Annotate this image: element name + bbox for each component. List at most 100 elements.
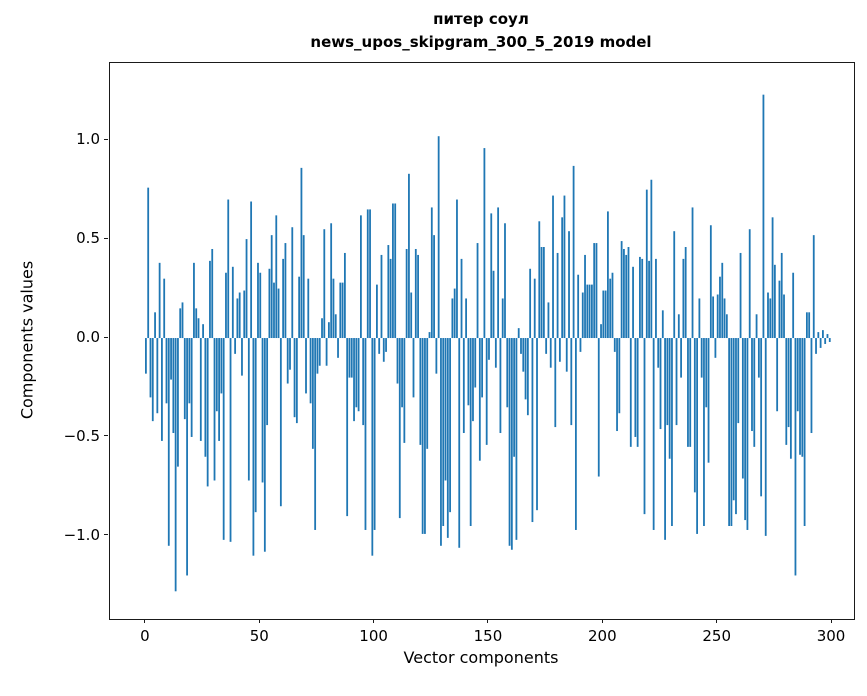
bar xyxy=(442,338,445,526)
bar xyxy=(815,338,817,354)
bar xyxy=(824,338,827,344)
bar xyxy=(517,328,520,339)
bar xyxy=(282,258,285,339)
bar xyxy=(641,258,644,339)
bar xyxy=(609,278,612,339)
bar xyxy=(668,338,671,459)
bar xyxy=(250,201,253,339)
bar xyxy=(773,264,776,339)
bar xyxy=(753,338,756,447)
bar xyxy=(549,338,552,368)
bar xyxy=(401,338,403,408)
bar xyxy=(183,338,186,420)
bar xyxy=(620,241,623,339)
bar xyxy=(705,338,708,408)
bar xyxy=(259,272,262,339)
x-tick-label: 150 xyxy=(473,627,503,645)
bar xyxy=(293,338,296,418)
bar xyxy=(327,322,330,339)
chart-title-block: питер соул news_upos_skipgram_300_5_2019… xyxy=(109,8,853,54)
x-axis-label: Vector components xyxy=(403,648,559,667)
x-tick-label: 300 xyxy=(816,627,846,645)
bar xyxy=(789,338,792,459)
bar xyxy=(808,312,811,339)
bar xyxy=(723,298,726,339)
bar xyxy=(472,338,474,422)
bar xyxy=(437,136,440,339)
bar xyxy=(325,338,328,366)
bar xyxy=(469,338,472,526)
bar xyxy=(822,330,824,339)
bar xyxy=(238,292,241,339)
bar xyxy=(337,338,339,358)
bar xyxy=(682,258,685,339)
x-tick-mark xyxy=(487,619,489,623)
bar xyxy=(700,338,703,378)
y-tick-label: 0.5 xyxy=(76,229,100,248)
bar xyxy=(154,312,156,339)
bar xyxy=(572,165,575,339)
bar xyxy=(353,338,355,422)
bar xyxy=(677,314,680,339)
bar xyxy=(769,298,772,339)
bar xyxy=(613,338,616,352)
bar xyxy=(719,276,721,339)
x-tick-label: 250 xyxy=(702,627,731,645)
bar xyxy=(417,254,419,339)
bar xyxy=(440,338,442,546)
bar xyxy=(339,282,342,339)
bar xyxy=(643,338,646,515)
bar xyxy=(501,298,504,339)
bar xyxy=(796,338,799,412)
bar xyxy=(341,282,344,339)
bar xyxy=(693,338,696,493)
bar xyxy=(364,338,367,530)
bar xyxy=(151,338,154,422)
bar xyxy=(721,262,724,339)
bar xyxy=(542,247,545,339)
bar xyxy=(810,338,813,434)
bar xyxy=(373,338,376,530)
y-tick-mark xyxy=(104,534,108,536)
bar xyxy=(385,338,387,352)
bar xyxy=(444,338,447,481)
bar xyxy=(547,302,550,339)
bar xyxy=(741,338,744,479)
bar xyxy=(584,254,586,339)
bar xyxy=(655,258,657,339)
bar xyxy=(289,338,291,370)
bar xyxy=(421,338,424,534)
y-tick-mark xyxy=(104,138,108,140)
bar xyxy=(577,274,580,339)
x-tick-mark xyxy=(258,619,260,623)
bar xyxy=(801,338,804,457)
bar xyxy=(211,248,214,339)
bar xyxy=(751,338,753,432)
bar xyxy=(362,338,365,426)
bar xyxy=(188,338,191,404)
bar xyxy=(380,254,383,339)
bar xyxy=(645,189,648,339)
bar xyxy=(145,338,147,374)
bar xyxy=(193,262,195,339)
bar xyxy=(213,338,216,481)
bar xyxy=(819,338,822,348)
bar xyxy=(712,296,715,339)
bar xyxy=(703,338,705,526)
y-axis-label: Components values xyxy=(17,260,37,420)
bar xyxy=(263,338,266,552)
x-tick-label: 50 xyxy=(249,627,269,645)
bar xyxy=(725,314,728,339)
bar xyxy=(735,338,737,515)
bar xyxy=(261,338,264,483)
bar xyxy=(485,338,488,445)
bar xyxy=(275,215,278,339)
bar xyxy=(252,338,255,556)
bar xyxy=(794,338,797,576)
bar xyxy=(195,308,198,339)
bar xyxy=(764,338,767,536)
bar xyxy=(266,338,269,426)
bar xyxy=(231,266,234,339)
bar xyxy=(172,338,175,434)
bar xyxy=(760,338,763,497)
